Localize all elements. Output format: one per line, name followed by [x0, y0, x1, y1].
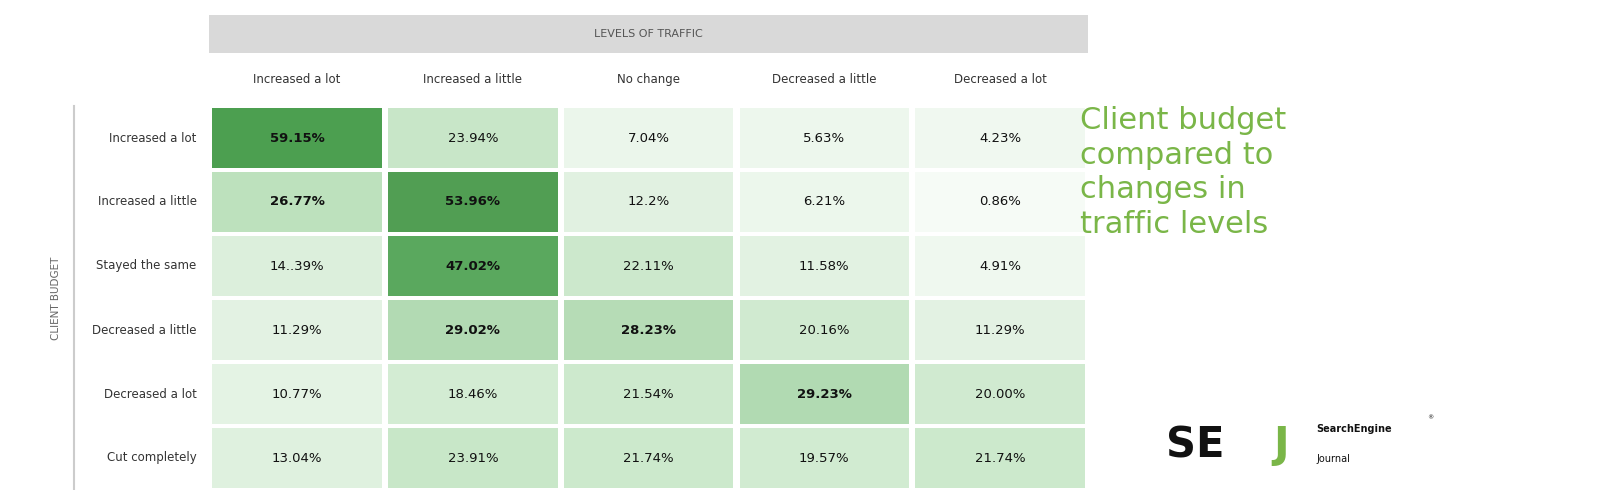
Text: 29.23%: 29.23% — [797, 388, 851, 400]
Text: 18.46%: 18.46% — [448, 388, 498, 400]
Text: LEVELS OF TRAFFIC: LEVELS OF TRAFFIC — [594, 29, 702, 39]
Bar — [915, 300, 1085, 360]
Bar — [563, 236, 733, 296]
Bar — [563, 300, 733, 360]
Text: 6.21%: 6.21% — [803, 196, 845, 208]
Bar — [915, 172, 1085, 232]
Bar — [213, 300, 382, 360]
Text: 23.94%: 23.94% — [448, 132, 498, 144]
Text: 59.15%: 59.15% — [270, 132, 325, 144]
Text: Increased a lot: Increased a lot — [253, 73, 341, 86]
Text: Increased a little: Increased a little — [98, 196, 197, 208]
Text: Increased a little: Increased a little — [424, 73, 522, 86]
Bar — [213, 236, 382, 296]
Bar — [915, 428, 1085, 488]
Bar — [210, 15, 1088, 53]
Text: 4.23%: 4.23% — [979, 132, 1021, 144]
Bar — [563, 108, 733, 168]
Text: 19.57%: 19.57% — [798, 452, 850, 464]
Text: 21.74%: 21.74% — [624, 452, 674, 464]
Text: 11.58%: 11.58% — [798, 260, 850, 272]
Text: Stayed the same: Stayed the same — [96, 260, 197, 272]
Text: 21.74%: 21.74% — [974, 452, 1026, 464]
Text: 5.63%: 5.63% — [803, 132, 845, 144]
Text: 11.29%: 11.29% — [974, 324, 1026, 336]
Bar — [213, 108, 382, 168]
Text: 29.02%: 29.02% — [445, 324, 501, 336]
Bar — [389, 172, 557, 232]
Text: 28.23%: 28.23% — [621, 324, 677, 336]
Text: J: J — [1274, 424, 1288, 466]
Bar — [915, 108, 1085, 168]
Bar — [915, 236, 1085, 296]
Bar — [739, 364, 909, 424]
Bar — [389, 428, 557, 488]
Text: Client budget
compared to
changes in
traffic levels: Client budget compared to changes in tra… — [1080, 106, 1286, 240]
Bar — [563, 428, 733, 488]
Text: 4.91%: 4.91% — [979, 260, 1021, 272]
Text: 53.96%: 53.96% — [445, 196, 501, 208]
Text: Decreased a little: Decreased a little — [93, 324, 197, 336]
Text: 7.04%: 7.04% — [627, 132, 670, 144]
Text: 0.86%: 0.86% — [979, 196, 1021, 208]
Text: 11.29%: 11.29% — [272, 324, 322, 336]
Text: 47.02%: 47.02% — [445, 260, 501, 272]
Text: 12.2%: 12.2% — [627, 196, 670, 208]
Bar — [915, 364, 1085, 424]
Text: Cut completely: Cut completely — [107, 452, 197, 464]
Bar — [739, 236, 909, 296]
Text: ®: ® — [1427, 416, 1434, 420]
Bar — [739, 108, 909, 168]
Text: 10.77%: 10.77% — [272, 388, 322, 400]
Text: Decreased a lot: Decreased a lot — [104, 388, 197, 400]
Text: 22.11%: 22.11% — [624, 260, 674, 272]
Bar — [389, 236, 557, 296]
Bar — [563, 364, 733, 424]
Text: Journal: Journal — [1317, 454, 1350, 464]
Text: CLIENT BUDGET: CLIENT BUDGET — [51, 256, 61, 340]
Text: No change: No change — [618, 73, 680, 86]
Text: Increased a lot: Increased a lot — [109, 132, 197, 144]
Text: 23.91%: 23.91% — [448, 452, 498, 464]
Bar — [739, 172, 909, 232]
Text: 13.04%: 13.04% — [272, 452, 322, 464]
Bar — [739, 428, 909, 488]
Bar — [563, 172, 733, 232]
Text: Decreased a lot: Decreased a lot — [954, 73, 1046, 86]
Bar — [389, 364, 557, 424]
Bar — [213, 172, 382, 232]
Text: 20.00%: 20.00% — [974, 388, 1026, 400]
Text: 20.16%: 20.16% — [798, 324, 850, 336]
Bar — [389, 300, 557, 360]
Text: 14..39%: 14..39% — [270, 260, 325, 272]
Bar — [389, 108, 557, 168]
Text: Decreased a little: Decreased a little — [773, 73, 877, 86]
Text: SearchEngine: SearchEngine — [1317, 424, 1392, 434]
Bar — [213, 428, 382, 488]
Bar — [739, 300, 909, 360]
Text: 26.77%: 26.77% — [270, 196, 325, 208]
Bar — [213, 364, 382, 424]
Text: 21.54%: 21.54% — [624, 388, 674, 400]
Text: SE: SE — [1166, 424, 1226, 466]
